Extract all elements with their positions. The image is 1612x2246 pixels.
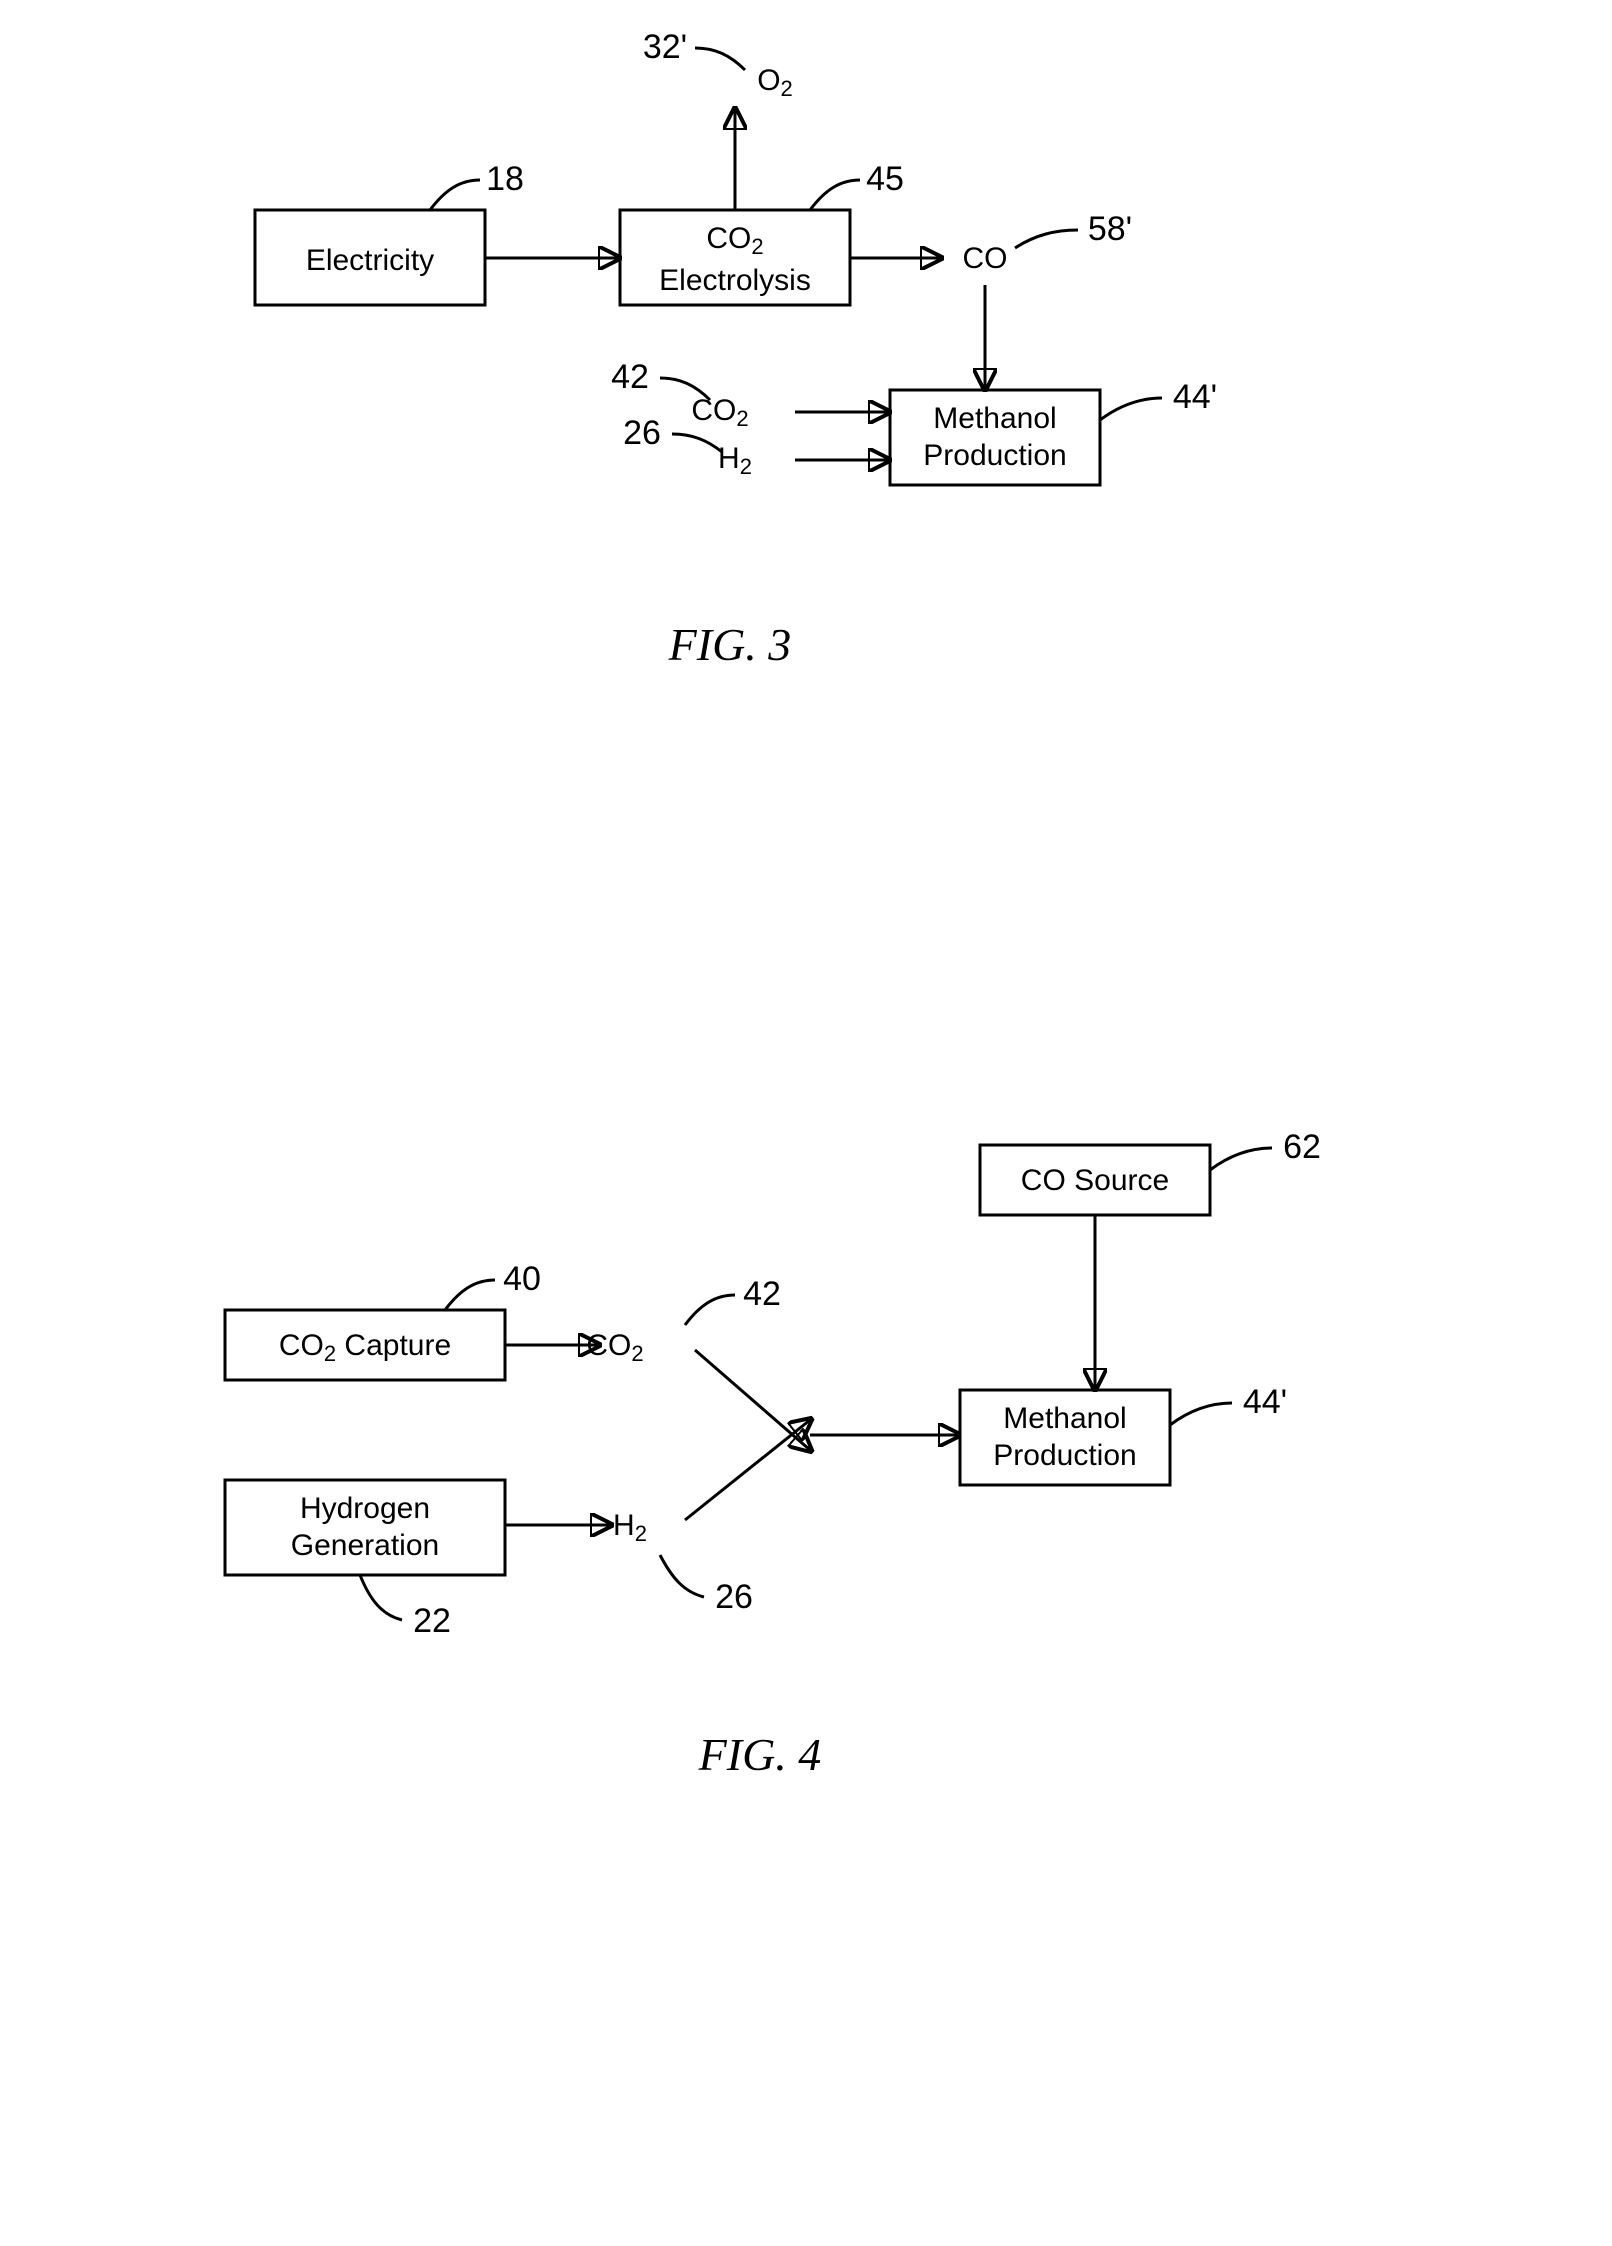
label-methanol-line2-f4: Production bbox=[993, 1439, 1136, 1472]
ref-45: 45 bbox=[866, 160, 904, 198]
label-electricity: Electricity bbox=[306, 244, 434, 277]
figure-3: Electricity 18 CO2 Electrolysis 45 O2 32… bbox=[255, 28, 1217, 670]
ref-42-f4: 42 bbox=[743, 1275, 781, 1313]
node-hydrogen-generation: Hydrogen Generation bbox=[225, 1480, 505, 1575]
label-hydrogen-line1: Hydrogen bbox=[300, 1492, 430, 1525]
caption-fig3: FIG. 3 bbox=[668, 619, 792, 670]
label-o2: O2 bbox=[757, 64, 793, 101]
ref-44p-f4: 44' bbox=[1243, 1383, 1287, 1421]
merge-co2-h2 bbox=[685, 1350, 958, 1520]
label-methanol-line2-f3: Production bbox=[923, 439, 1066, 472]
label-hydrogen-line2: Generation bbox=[291, 1529, 439, 1562]
node-electricity: Electricity bbox=[255, 210, 485, 305]
label-co2-capture: CO2 Capture bbox=[279, 1329, 451, 1366]
label-h2-mid: H2 bbox=[613, 1509, 647, 1546]
label-h2-in: H2 bbox=[718, 442, 752, 479]
ref-26-f3: 26 bbox=[623, 414, 661, 452]
label-co: CO bbox=[963, 242, 1008, 275]
ref-40: 40 bbox=[503, 1260, 541, 1298]
diagram-canvas: Electricity 18 CO2 Electrolysis 45 O2 32… bbox=[0, 0, 1612, 2246]
label-methanol-line1-f4: Methanol bbox=[1003, 1402, 1126, 1435]
ref-58p: 58' bbox=[1088, 210, 1132, 248]
label-co2-mid: CO2 bbox=[586, 1329, 643, 1366]
label-co2-in: CO2 bbox=[691, 394, 748, 431]
ref-18: 18 bbox=[486, 160, 524, 198]
ref-26-f4: 26 bbox=[715, 1578, 753, 1616]
node-methanol-fig4: Methanol Production bbox=[960, 1390, 1170, 1485]
label-methanol-line1-f3: Methanol bbox=[933, 402, 1056, 435]
ref-32p: 32' bbox=[643, 28, 687, 66]
ref-42-f3: 42 bbox=[611, 358, 649, 396]
node-methanol-fig3: Methanol Production bbox=[890, 390, 1100, 485]
caption-fig4: FIG. 4 bbox=[698, 1729, 822, 1780]
label-co2-electrolysis-line2: Electrolysis bbox=[659, 264, 811, 297]
figure-4: CO Source 62 CO2 Capture 40 Hydrogen Gen… bbox=[225, 1128, 1321, 1780]
node-co2-electrolysis: CO2 Electrolysis bbox=[620, 210, 850, 305]
ref-62: 62 bbox=[1283, 1128, 1321, 1166]
node-co-source: CO Source bbox=[980, 1145, 1210, 1215]
label-co-source: CO Source bbox=[1021, 1164, 1169, 1197]
node-co2-capture: CO2 Capture bbox=[225, 1310, 505, 1380]
ref-44p-f3: 44' bbox=[1173, 378, 1217, 416]
ref-22: 22 bbox=[413, 1602, 451, 1640]
